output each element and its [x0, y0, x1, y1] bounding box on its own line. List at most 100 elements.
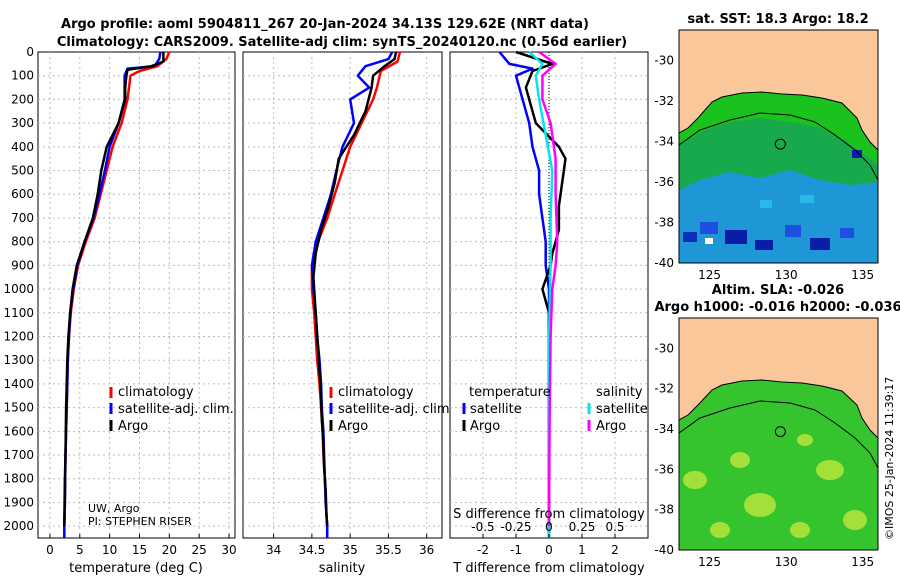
- map-y-tick-label: -38: [654, 503, 674, 517]
- x-tick-label: 36: [419, 543, 434, 557]
- x-tick-label: 25: [192, 543, 207, 557]
- depth-tick-label: 1600: [3, 424, 34, 438]
- imos-credit: ©IMOS 25-Jan-2024 11:39:17: [883, 377, 896, 540]
- map-x-tick-label: 135: [851, 268, 874, 282]
- map-y-tick-label: -30: [654, 341, 674, 355]
- legend-label-satellite: satellite-adj. clim.: [338, 402, 454, 417]
- series-line-argo: [312, 51, 398, 527]
- sst-map-title: sat. SST: 18.3 Argo: 18.2: [687, 12, 868, 27]
- x-tick-label: 0: [545, 543, 553, 557]
- difference-x-ticks: -2 -1 0 1 2: [477, 534, 619, 557]
- note-line-2: PI: STEPHEN RISER: [88, 515, 192, 528]
- depth-tick-label: 300: [11, 116, 34, 130]
- map-y-tick-label: -36: [654, 175, 674, 189]
- sst-map-panel: sat. SST: 18.3 Argo: 18.2: [654, 12, 879, 282]
- map-y-tick-label: -40: [654, 256, 674, 270]
- map-y-tick-label: -32: [654, 382, 674, 396]
- x-tick-label: 35.5: [375, 543, 402, 557]
- map-y-tick-label: -34: [654, 134, 674, 148]
- x-tick-label: 34.5: [299, 543, 326, 557]
- series-line-temperature-argo: [515, 50, 567, 527]
- salinity-series: [310, 51, 402, 538]
- salinity-x-ticks: 34 34.5 35 35.5 36: [266, 534, 434, 557]
- difference-series: [498, 50, 567, 538]
- depth-tick-label: 400: [11, 140, 34, 154]
- depth-tick-label: 1700: [3, 448, 34, 462]
- legend-salinity-title: salinity: [596, 385, 643, 400]
- depth-tick-label: 700: [11, 211, 34, 225]
- sla-axes-box: [678, 317, 879, 551]
- series-line-argo: [63, 52, 165, 527]
- map-x-tick-label: 130: [775, 555, 798, 569]
- depth-tick-label: 1100: [3, 306, 34, 320]
- legend-label-sal-satellite: satellite: [596, 402, 648, 417]
- map-y-tick-label: -34: [654, 422, 674, 436]
- legend-label-temp-satellite: satellite: [470, 402, 522, 417]
- legend-label-satellite: satellite-adj. clim.: [118, 402, 234, 417]
- salinity-panel: 34 34.5 35 35.5 36 salinity climatology sate…: [242, 51, 454, 576]
- top-tick-label: 0.5: [605, 520, 624, 534]
- sla-front-line: [679, 400, 878, 469]
- temperature-grid: [38, 52, 235, 538]
- legend-temperature-title: temperature: [469, 385, 551, 400]
- map-x-tick-label: 135: [851, 555, 874, 569]
- x-tick-label: 15: [132, 543, 147, 557]
- depth-tick-label: 200: [11, 92, 34, 106]
- x-tick-label: -2: [477, 543, 489, 557]
- x-tick-label: 10: [102, 543, 117, 557]
- difference-legend: temperature satellite Argo salinity sate…: [462, 385, 648, 434]
- temperature-series: [63, 51, 171, 538]
- sst-tick-labels: 125 130 135 -30 -32 -34 -36 -38 -40: [654, 53, 874, 282]
- top-tick-label: -0.5: [471, 520, 494, 534]
- salinity-axes-box: [242, 51, 443, 539]
- depth-tick-label: 2000: [3, 519, 34, 533]
- depth-tick-label: 1400: [3, 377, 34, 391]
- x-tick-label: 5: [76, 543, 84, 557]
- legend-label-argo: Argo: [118, 419, 148, 434]
- x-tick-label: 2: [611, 543, 619, 557]
- temperature-legend: climatology satellite-adj. clim. Argo: [109, 385, 234, 434]
- x-tick-label: 20: [162, 543, 177, 557]
- x-tick-label: 1: [578, 543, 586, 557]
- map-y-tick-label: -30: [654, 53, 674, 67]
- note-line-1: UW, Argo: [88, 502, 140, 515]
- legend-label-temp-argo: Argo: [470, 419, 500, 434]
- sst-deep-patches: [683, 150, 862, 250]
- depth-tick-label: 1800: [3, 472, 34, 486]
- depth-tick-label: 100: [11, 69, 34, 83]
- x-tick-label: 0: [46, 543, 54, 557]
- legend-label-climatology: climatology: [338, 385, 414, 400]
- map-x-tick-label: 125: [698, 555, 721, 569]
- sla-argo-marker: [774, 426, 786, 438]
- top-tick-label: 0.25: [569, 520, 596, 534]
- sst-argo-marker: [774, 138, 786, 150]
- legend-label-sal-argo: Argo: [596, 419, 626, 434]
- figure-title-line1: Argo profile: aoml 5904811_267 20-Jan-20…: [61, 17, 589, 32]
- sla-map-panel: Altim. SLA: -0.026 Argo h1000: -0.016 h2…: [654, 283, 900, 569]
- difference-top-label: S difference from climatology: [453, 507, 645, 522]
- salinity-grid: [243, 52, 442, 538]
- sla-coastline: [679, 379, 878, 439]
- legend-label-climatology: climatology: [118, 385, 194, 400]
- sla-ocean: [679, 380, 878, 550]
- top-tick-label: -0.25: [500, 520, 531, 534]
- difference-top-ticks: -0.5 -0.25 0 0.25 0.5: [471, 520, 624, 534]
- sla-tick-labels: 125 130 135 -30 -32 -34 -36 -38 -40: [654, 341, 874, 569]
- depth-tick-label: 1500: [3, 401, 34, 415]
- depth-tick-label: 500: [11, 164, 34, 178]
- temperature-x-ticks: 0 5 10 15 20 25 30: [46, 534, 237, 557]
- x-tick-label: 35: [343, 543, 358, 557]
- sla-map-title-line1: Altim. SLA: -0.026: [712, 283, 844, 298]
- sla-light-patches: [683, 434, 867, 538]
- map-y-tick-label: -40: [654, 543, 674, 557]
- temperature-x-label: temperature (deg C): [69, 561, 203, 576]
- depth-tick-label: 1000: [3, 282, 34, 296]
- depth-tick-label: 1900: [3, 495, 34, 509]
- top-tick-label: 0: [545, 520, 553, 534]
- map-y-tick-label: -38: [654, 215, 674, 229]
- legend-label-argo: Argo: [338, 419, 368, 434]
- sst-coastline: [679, 91, 878, 151]
- map-y-tick-label: -36: [654, 462, 674, 476]
- figure-title-line2: Climatology: CARS2009. Satellite-adj cli…: [57, 35, 627, 50]
